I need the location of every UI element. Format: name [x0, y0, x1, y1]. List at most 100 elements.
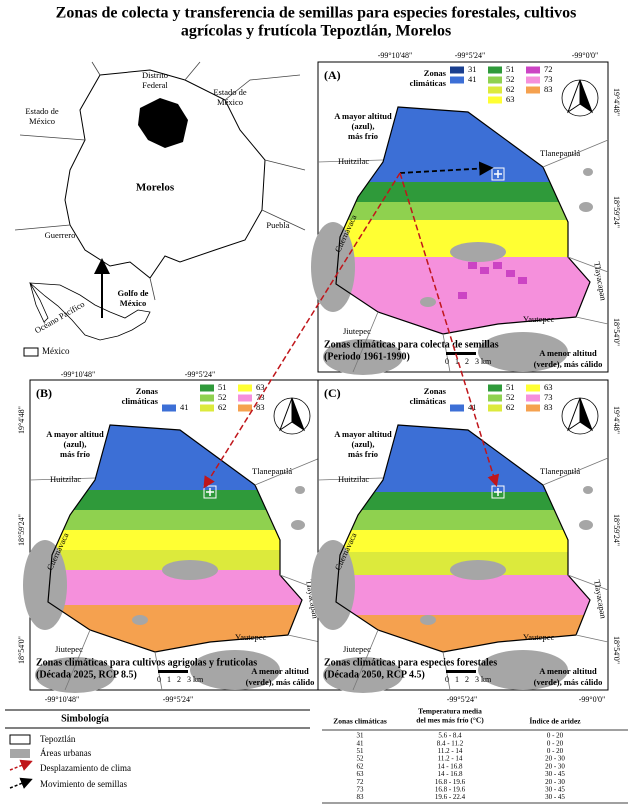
scale-label: 2: [177, 675, 181, 684]
tepoztlan-outline: [335, 424, 591, 653]
legend-swatch: [488, 96, 502, 104]
table-cell: 51: [357, 747, 365, 755]
morelos-outline: [64, 69, 266, 279]
lon-label: -99°0'0": [572, 51, 599, 60]
place-label: Huitzilac: [338, 474, 369, 484]
table-cell: 20 - 30: [545, 778, 565, 786]
legend-swatch: [488, 86, 502, 94]
table-cell: 31: [357, 732, 365, 740]
municipal-border: [317, 159, 384, 163]
legend-label: 41: [180, 402, 189, 412]
legend-label: 52: [506, 74, 515, 84]
locator-label: Puebla: [266, 220, 289, 230]
zone-band: [336, 575, 590, 616]
urban-area: [323, 339, 403, 375]
urban-area: [450, 560, 506, 580]
mexico-inset: [28, 282, 151, 341]
locator-frame: [9, 61, 311, 363]
urban-area: [295, 486, 305, 494]
legend-swatch: [162, 404, 176, 412]
symbology-item: Áreas urbanas: [40, 748, 92, 758]
state-border: [224, 74, 301, 101]
municipal-border: [254, 457, 321, 486]
scale-label: 2: [465, 357, 469, 366]
panel-letter: (A): [324, 68, 341, 82]
legend-swatch: [238, 404, 252, 412]
locator-label: Federal: [142, 80, 168, 90]
state-border: [14, 224, 71, 231]
municipal-border: [352, 311, 379, 373]
legend-label: 73: [544, 392, 553, 402]
map-panel: (B)Zonasclimáticas41515262637383A mayor …: [23, 379, 321, 693]
north-ring: [561, 397, 599, 435]
table-cell: 11.2 - 14: [438, 747, 463, 755]
legend-label: 83: [544, 402, 553, 412]
locator-label: Estado de: [25, 106, 59, 116]
table-cell: 5.6 - 8.4: [438, 732, 462, 740]
urban-area: [190, 650, 280, 690]
municipal-border: [317, 477, 384, 481]
legend-swatch: [488, 384, 502, 392]
lat-label: 18°59'24": [17, 514, 26, 546]
note-low: (verde), más cálido: [534, 677, 603, 687]
symbol-red-arrow: [9, 759, 33, 771]
table-cell: 0 - 20: [547, 732, 564, 740]
map-panel: (C)Zonasclimáticas41515262637383A mayor …: [311, 379, 609, 693]
panel-caption: Zonas climáticas para especies forestale…: [324, 657, 497, 668]
north-arrow-right: [579, 79, 594, 114]
symbology-title: Simbología: [61, 713, 109, 724]
urban-area: [132, 615, 148, 625]
lon-label: -99°5'24": [447, 695, 478, 704]
legend-label: 72: [544, 64, 553, 74]
scale-label: 0: [157, 675, 161, 684]
table-cell: 16.8 - 19.6: [435, 786, 466, 794]
state-border: [91, 61, 101, 76]
lon-label: -99°10'48": [378, 51, 413, 60]
place-label: Jiutepec: [55, 644, 83, 654]
legend-label: 31: [468, 64, 477, 74]
locator-label: México: [217, 97, 243, 107]
zone-band: [48, 510, 302, 531]
urban-area: [35, 657, 115, 693]
scale-label: 3 km: [475, 675, 492, 684]
legend-swatch: [526, 394, 540, 402]
urban-area: [323, 657, 403, 693]
legend-swatch: [200, 404, 214, 412]
legend-swatch: [238, 384, 252, 392]
table-cell: 16.8 - 19.6: [435, 778, 466, 786]
zone-patch: [480, 267, 489, 274]
legend-swatch: [526, 76, 540, 84]
symbology-item: Desplazamiento de clima: [40, 763, 131, 773]
locator-label: Morelos: [136, 182, 175, 194]
zone-band: [336, 510, 590, 531]
place-label: Tlanepantlá: [540, 148, 580, 158]
place-label: Yautepec: [235, 632, 266, 642]
note-high: más frío: [348, 131, 378, 141]
legend-label: 52: [218, 392, 227, 402]
lat-label: 19°4'48": [612, 406, 621, 434]
lon-label: -99°10'48": [45, 695, 80, 704]
table-cell: 14 - 16.8: [437, 762, 463, 770]
state-border: [264, 159, 306, 171]
site-star: [494, 488, 502, 496]
scale-label: 0: [445, 675, 449, 684]
lon-label: -99°5'24": [455, 51, 486, 60]
table-cell: 52: [357, 755, 365, 763]
zone-band: [336, 182, 590, 203]
table-cell: 72: [357, 778, 365, 786]
table-cell: 30 - 45: [545, 793, 565, 801]
state-border: [261, 209, 306, 231]
municipal-border: [64, 629, 91, 691]
municipal-border: [542, 139, 609, 168]
note-high: más frío: [348, 449, 378, 459]
scale-label: 0: [445, 357, 449, 366]
place-label: Tlanepantlá: [252, 466, 292, 476]
note-low: A menor altitud: [251, 666, 309, 676]
symbology: Simbología Tepoztlán Áreas urbanas Desplaza…: [5, 709, 310, 789]
lon-label: -99°5'24": [163, 695, 194, 704]
legend-label: 51: [218, 382, 227, 392]
scale-label: 3 km: [475, 357, 492, 366]
municipal-border: [575, 634, 609, 643]
municipal-border: [287, 634, 321, 643]
legend-title: Zonas: [136, 386, 159, 396]
